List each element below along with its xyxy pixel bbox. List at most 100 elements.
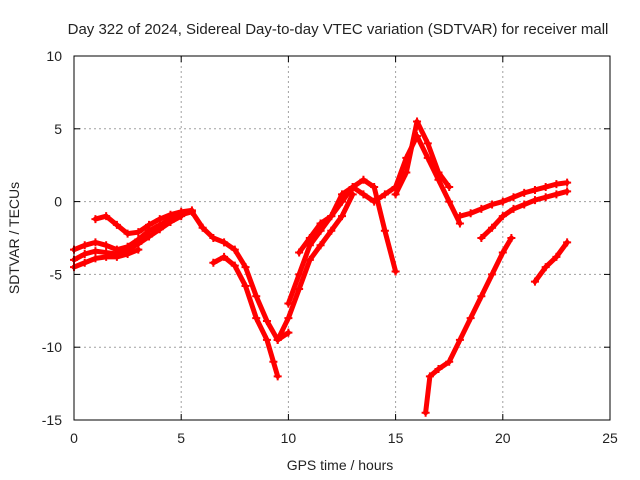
data-point — [507, 234, 516, 242]
data-point — [269, 357, 278, 366]
data-point — [498, 248, 507, 257]
data-point — [488, 270, 497, 279]
data-point — [370, 183, 379, 192]
data-point — [402, 168, 411, 177]
data-point — [112, 252, 121, 261]
data-point — [91, 254, 100, 263]
plot-frame — [73, 55, 611, 421]
data-point — [327, 226, 336, 235]
data-point — [155, 215, 164, 224]
data-point — [391, 267, 400, 276]
x-tick-labels: 0 5 10 15 20 25 — [70, 430, 618, 446]
data-point — [488, 200, 497, 209]
series-track-11 — [477, 187, 572, 242]
data-point — [498, 212, 507, 221]
data-point — [316, 241, 325, 250]
data-point — [348, 183, 357, 192]
data-point — [423, 139, 432, 148]
data-point — [112, 220, 121, 229]
data-point — [134, 245, 143, 254]
data-point — [295, 270, 304, 279]
data-point — [230, 245, 239, 254]
data-point — [166, 217, 175, 226]
series-line — [423, 235, 514, 416]
data-point — [284, 328, 293, 337]
series-line — [393, 119, 452, 197]
data-point — [380, 190, 389, 199]
x-tick-label: 25 — [602, 430, 618, 446]
data-point — [338, 212, 346, 221]
y-tick-labels: -15 -10 -5 0 5 10 — [42, 48, 62, 428]
data-point — [455, 212, 464, 221]
series-track-13 — [530, 238, 572, 286]
data-point — [166, 210, 175, 219]
data-point — [305, 234, 314, 242]
data-point — [284, 314, 293, 323]
data-point — [563, 187, 572, 196]
data-point — [541, 183, 550, 192]
series-track-6 — [273, 190, 357, 344]
data-point — [102, 241, 111, 250]
data-point — [209, 234, 218, 242]
data-point — [262, 335, 271, 344]
data-point — [252, 314, 261, 323]
y-tick-label: -10 — [42, 339, 62, 355]
series-line — [296, 133, 463, 256]
data-point — [123, 250, 132, 259]
series-track-8 — [295, 132, 464, 257]
data-point — [552, 180, 561, 189]
data-point — [413, 117, 422, 126]
data-point — [509, 193, 518, 202]
data-point — [187, 206, 196, 215]
data-point — [80, 258, 89, 267]
data-point — [477, 234, 486, 242]
y-tick-label: -5 — [50, 266, 63, 282]
data-point — [91, 247, 100, 256]
data-point — [530, 277, 539, 286]
series-line — [275, 191, 356, 343]
data-point — [477, 204, 486, 213]
series-track-12 — [421, 234, 516, 417]
series-track-10 — [455, 178, 572, 221]
data-point — [455, 219, 464, 228]
data-point — [198, 223, 207, 232]
data-points — [70, 117, 572, 417]
data-point — [477, 292, 486, 301]
data-point — [359, 175, 368, 184]
data-point — [466, 209, 475, 218]
data-point — [220, 252, 229, 261]
data-point — [80, 250, 89, 259]
data-point — [520, 188, 529, 197]
data-point — [520, 200, 529, 209]
data-point — [230, 261, 239, 270]
series-track-2 — [70, 212, 186, 264]
x-tick-label: 0 — [70, 430, 78, 446]
y-tick-label: -15 — [42, 412, 62, 428]
series-track-5 — [209, 252, 282, 381]
data-point — [563, 238, 572, 247]
series-line — [92, 207, 195, 237]
axis-ticks — [73, 55, 611, 421]
data-point — [295, 284, 304, 293]
series-track-4 — [91, 206, 196, 238]
data-point — [80, 241, 89, 250]
data-point — [370, 197, 379, 206]
data-point — [273, 372, 282, 381]
data-point — [252, 292, 261, 301]
data-point — [445, 197, 454, 206]
series-track-9 — [391, 117, 454, 199]
data-point — [241, 263, 250, 272]
data-point — [434, 168, 443, 177]
data-point — [262, 316, 271, 325]
data-point — [91, 238, 100, 247]
data-point — [380, 226, 389, 235]
data-point — [155, 225, 164, 234]
data-point — [391, 190, 400, 199]
y-tick-label: 10 — [46, 48, 62, 64]
data-point — [209, 258, 218, 267]
data-point — [423, 153, 432, 162]
data-point — [488, 223, 497, 232]
data-point — [338, 197, 346, 206]
series-line — [478, 188, 570, 241]
data-point — [305, 255, 314, 264]
